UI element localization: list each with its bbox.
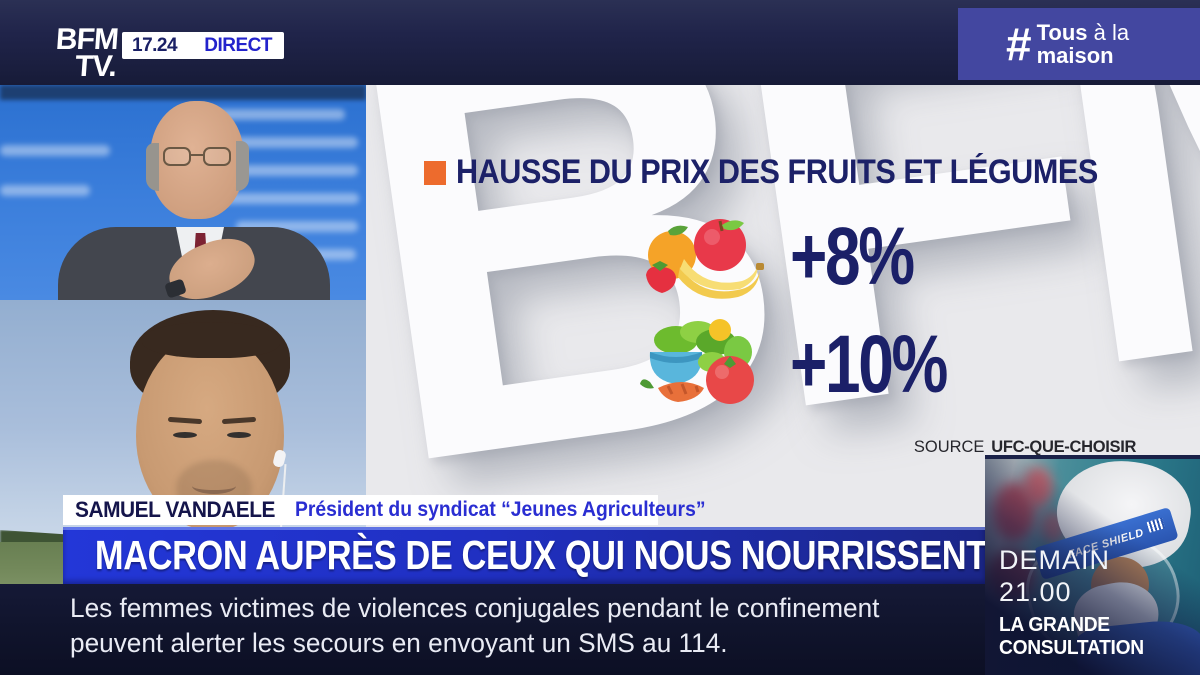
headline-banner: MACRON AUPRÈS DE CEUX QUI NOUS NOURRISSE… bbox=[63, 527, 987, 584]
hashtag-icon: # bbox=[1006, 18, 1032, 70]
news-ticker: Les femmes victimes de violences conjuga… bbox=[0, 584, 985, 675]
hashtag-word-tous: Tous bbox=[1036, 20, 1088, 45]
vegetables-percentage: +10% bbox=[790, 319, 948, 410]
vegetables-icon bbox=[640, 319, 754, 404]
fruits-icon bbox=[646, 219, 764, 299]
promo-title-line2: CONSULTATION bbox=[999, 637, 1144, 659]
source-value: UFC-QUE-CHOISIR bbox=[991, 437, 1136, 456]
headline-text: MACRON AUPRÈS DE CEUX QUI NOUS NOURRISSE… bbox=[94, 532, 987, 578]
live-badge: DIRECT bbox=[204, 34, 272, 56]
orange-bullet-icon bbox=[424, 160, 446, 185]
program-promo: FACE SHIELD DEMAIN 21.00 LA GRANDE CONSU… bbox=[985, 455, 1200, 675]
infographic-headline: HAUSSE DU PRIX DES FRUITS ET LÉGUMES bbox=[424, 153, 1169, 192]
source-line: SOURCE UFC-QUE-CHOISIR bbox=[913, 437, 1137, 457]
ticker-line1: Les femmes victimes de violences conjuga… bbox=[70, 593, 880, 623]
logo-line2: TV. bbox=[73, 50, 118, 83]
studio-monitor-band bbox=[0, 85, 366, 100]
speaker-role: Président du syndicat “Jeunes Agriculteu… bbox=[295, 498, 706, 521]
logo-line1: BFM bbox=[54, 23, 120, 56]
fruits-percentage: +8% bbox=[790, 211, 915, 302]
studio-video-feed bbox=[0, 85, 366, 300]
source-label: SOURCE bbox=[913, 437, 985, 456]
hashtag-campaign-block: # Tous à la maison bbox=[958, 8, 1200, 80]
hashtag-word-ala: à la bbox=[1087, 20, 1130, 45]
clock-time: 17.24 bbox=[132, 34, 178, 56]
hashtag-word-maison: maison bbox=[1036, 43, 1114, 68]
infographic-title: HAUSSE DU PRIX DES FRUITS ET LÉGUMES bbox=[456, 153, 1098, 191]
ticker-text: Les femmes victimes de violences conjuga… bbox=[70, 591, 879, 661]
promo-day: DEMAIN bbox=[999, 545, 1111, 575]
time-direct-box: 17.24 DIRECT bbox=[122, 32, 284, 59]
speaker-name-strip: SAMUEL VANDAELE Président du syndicat “J… bbox=[63, 495, 706, 525]
promo-overlay bbox=[985, 455, 1200, 675]
hashtag-text: Tous à la maison bbox=[1037, 21, 1130, 67]
bfm-tv-logo: BFM TV. bbox=[53, 23, 120, 83]
speaker-name: SAMUEL VANDAELE bbox=[75, 497, 275, 522]
glasses bbox=[163, 147, 231, 167]
top-bar: BFM TV. 17.24 DIRECT # Tous à la maison bbox=[0, 0, 1200, 85]
promo-title-line1: LA GRANDE bbox=[999, 614, 1110, 636]
ticker-line2: peuvent alerter les secours en envoyant … bbox=[70, 628, 728, 658]
promo-time: 21.00 bbox=[999, 577, 1072, 607]
